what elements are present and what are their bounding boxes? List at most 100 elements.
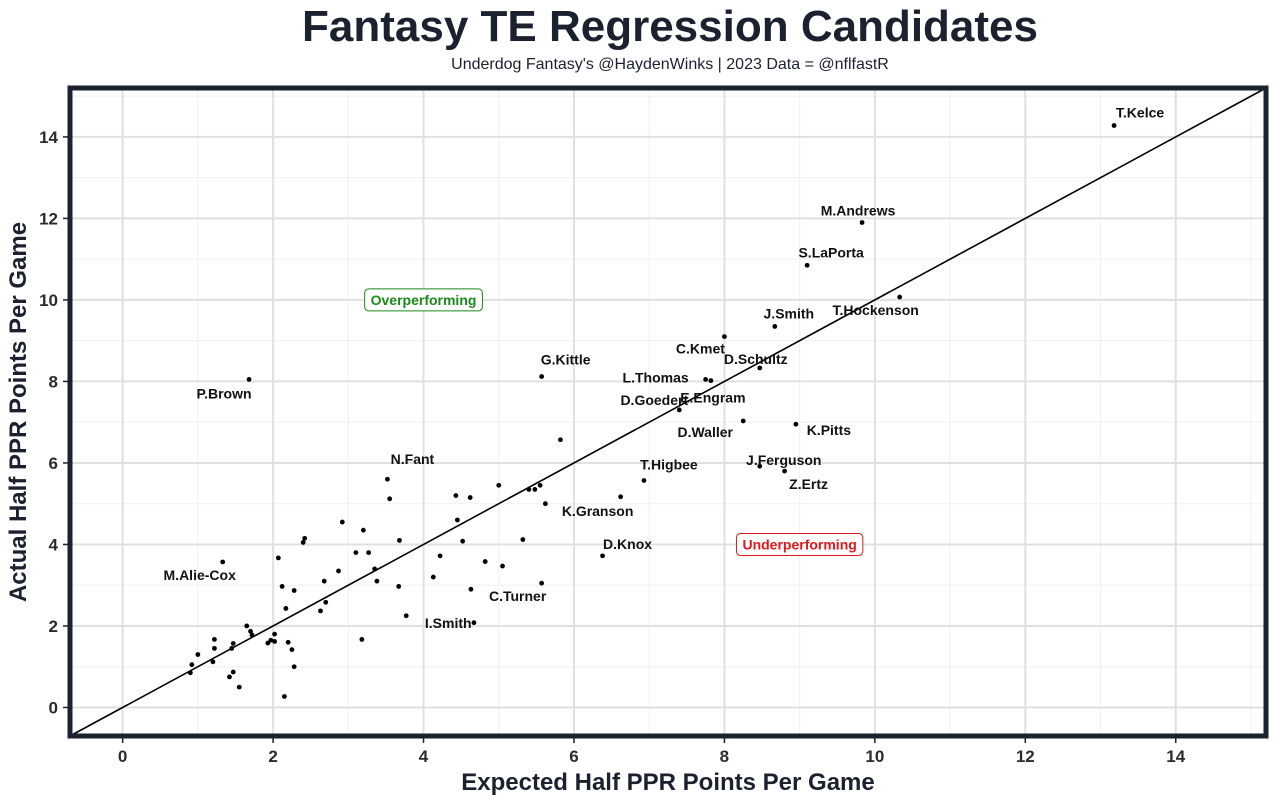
data-point-d-knox bbox=[600, 553, 605, 559]
data-point bbox=[212, 637, 217, 642]
data-point bbox=[372, 566, 378, 572]
point-label: D.Goedert bbox=[620, 392, 688, 408]
y-tick-label: 6 bbox=[49, 454, 58, 473]
data-point bbox=[471, 620, 477, 626]
point-label: M.Andrews bbox=[821, 202, 896, 218]
data-point-z-ertz bbox=[782, 468, 787, 474]
data-point bbox=[387, 496, 393, 502]
data-point-s-laporta bbox=[804, 262, 810, 268]
data-point-l-thomas bbox=[703, 376, 709, 382]
data-point bbox=[453, 493, 459, 498]
data-point bbox=[248, 628, 253, 634]
data-point bbox=[275, 555, 281, 561]
data-point bbox=[268, 637, 274, 643]
reference-line-layer bbox=[69, 87, 1267, 737]
x-tick-label: 10 bbox=[865, 747, 884, 766]
data-point bbox=[272, 639, 277, 644]
annotation-text: Underperforming bbox=[742, 536, 856, 552]
point-label: D.Knox bbox=[603, 536, 652, 552]
data-point bbox=[285, 639, 291, 645]
data-point-j-ferguson bbox=[757, 463, 763, 469]
point-label: C.Kmet bbox=[676, 341, 725, 357]
data-point bbox=[374, 578, 380, 584]
point-labels: T.Kelce M.Andrews S.LaPorta T.Hockenson J.Sm… bbox=[164, 104, 1165, 630]
point-label: K.Granson bbox=[562, 503, 634, 519]
data-point bbox=[279, 584, 285, 589]
data-point bbox=[360, 527, 366, 533]
data-point bbox=[227, 674, 232, 680]
point-label: T.Hockenson bbox=[832, 302, 918, 318]
data-point bbox=[496, 482, 502, 488]
data-point-m-andrews bbox=[859, 220, 865, 225]
data-point bbox=[236, 684, 242, 690]
data-point-p-brown bbox=[246, 376, 252, 382]
data-point bbox=[302, 535, 308, 541]
data-point bbox=[318, 608, 323, 614]
x-tick-label: 2 bbox=[268, 747, 277, 766]
annotation-box bbox=[735, 532, 864, 556]
point-label: P.Brown bbox=[197, 385, 252, 401]
x-tick-label: 0 bbox=[118, 747, 127, 766]
point-label: K.Pitts bbox=[807, 422, 852, 438]
data-point-c-turner bbox=[539, 580, 545, 586]
data-point-t-higbee bbox=[641, 478, 647, 483]
annotation-box bbox=[364, 288, 483, 312]
chart-title: Fantasy TE Regression Candidates bbox=[302, 2, 1038, 51]
data-point-i-smith bbox=[403, 613, 409, 619]
data-point bbox=[300, 540, 306, 545]
data-point bbox=[482, 559, 488, 564]
axes: 0 2 4 6 8 10 12 14 0 2 4 6 8 10 12 14 bbox=[39, 128, 1186, 766]
data-point bbox=[210, 659, 216, 665]
data-point bbox=[520, 537, 526, 542]
x-tick-label: 4 bbox=[419, 747, 429, 766]
annotation-text: Overperforming bbox=[371, 292, 477, 308]
data-point-c-kmet bbox=[722, 334, 727, 340]
data-point bbox=[366, 550, 372, 556]
data-point bbox=[265, 640, 271, 646]
data-point bbox=[397, 537, 402, 543]
y-tick-label: 0 bbox=[49, 698, 58, 717]
data-point-d-schultz bbox=[757, 365, 763, 371]
data-point-t-hockenson bbox=[897, 294, 903, 300]
data-point bbox=[454, 517, 460, 523]
data-point-g-kittle bbox=[539, 374, 545, 379]
point-label: Z.Ertz bbox=[789, 476, 828, 492]
data-point-k-pitts bbox=[793, 421, 799, 427]
x-tick-label: 6 bbox=[569, 747, 578, 766]
data-point bbox=[272, 631, 277, 637]
x-tick-label: 8 bbox=[720, 747, 729, 766]
data-point bbox=[195, 652, 201, 657]
data-point-m-alie-cox bbox=[220, 559, 226, 565]
point-label: C.Turner bbox=[489, 588, 547, 604]
chart-subtitle: Underdog Fantasy's @HaydenWinks | 2023 D… bbox=[451, 56, 889, 73]
data-point bbox=[467, 495, 473, 500]
data-point bbox=[430, 574, 436, 580]
data-point-d-waller bbox=[740, 418, 746, 424]
data-point-t-kelce bbox=[1111, 123, 1117, 128]
annotation-underperforming: Underperforming bbox=[735, 532, 864, 556]
data-point bbox=[537, 482, 543, 488]
y-tick-label: 10 bbox=[39, 291, 58, 310]
y-tick-label: 2 bbox=[49, 617, 58, 636]
data-point bbox=[321, 578, 327, 584]
point-label: T.Higbee bbox=[640, 456, 698, 472]
point-label: T.Kelce bbox=[1116, 104, 1164, 120]
x-tick-label: 12 bbox=[1016, 747, 1035, 766]
x-tick-label: 14 bbox=[1166, 747, 1185, 766]
point-label: G.Kittle bbox=[541, 352, 591, 368]
data-point bbox=[229, 645, 235, 651]
data-point bbox=[291, 588, 297, 593]
data-point-d-goedert bbox=[676, 407, 682, 413]
data-point bbox=[339, 519, 345, 525]
y-tick-label: 14 bbox=[39, 128, 58, 147]
y-tick-label: 8 bbox=[49, 372, 58, 391]
point-label: D.Waller bbox=[677, 424, 733, 440]
point-label: E.Engram bbox=[680, 390, 745, 406]
y-tick-label: 12 bbox=[39, 209, 58, 228]
point-label: S.LaPorta bbox=[798, 244, 864, 260]
data-point bbox=[558, 437, 563, 443]
point-label: L.Thomas bbox=[623, 369, 689, 385]
point-label: I.Smith bbox=[425, 615, 472, 631]
data-point bbox=[353, 550, 359, 556]
